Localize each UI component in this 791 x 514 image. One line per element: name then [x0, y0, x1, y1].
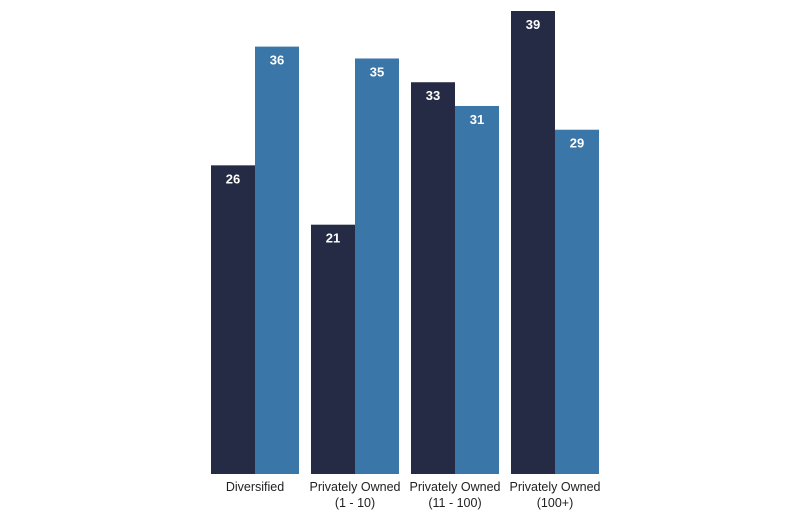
- bar-value-label: 29: [570, 136, 584, 151]
- x-tick-label: Diversified: [226, 480, 284, 494]
- x-tick-label: (11 - 100): [428, 496, 481, 510]
- x-axis-tick-labels: Diversified Privately Owned (1 - 10) Privat…: [226, 480, 601, 510]
- bar-labels-group: 26 36 21 35 33 31 39 29: [226, 17, 584, 246]
- bar-0-0: [211, 165, 255, 475]
- bar-value-label: 35: [370, 64, 384, 79]
- bar-3-0: [511, 11, 555, 474]
- bar-2-0: [411, 82, 455, 474]
- bar-0-1: [255, 46, 299, 474]
- bar-value-label: 26: [226, 171, 240, 186]
- bar-2-1: [455, 105, 499, 474]
- bar-3-1: [555, 129, 599, 474]
- bar-1-0: [311, 224, 355, 474]
- bars-group: [211, 11, 599, 475]
- x-tick-label: (1 - 10): [335, 496, 375, 510]
- x-tick-label: (100+): [537, 496, 573, 510]
- bar-value-label: 33: [426, 88, 440, 103]
- x-tick-label: Privately Owned: [309, 480, 400, 494]
- x-tick-label: Privately Owned: [409, 480, 500, 494]
- bar-value-label: 36: [270, 53, 284, 68]
- bar-value-label: 39: [526, 17, 540, 32]
- bar-value-label: 31: [470, 112, 484, 127]
- bar-value-label: 21: [326, 231, 340, 246]
- x-tick-label: Privately Owned: [509, 480, 600, 494]
- bar-1-1: [355, 58, 399, 474]
